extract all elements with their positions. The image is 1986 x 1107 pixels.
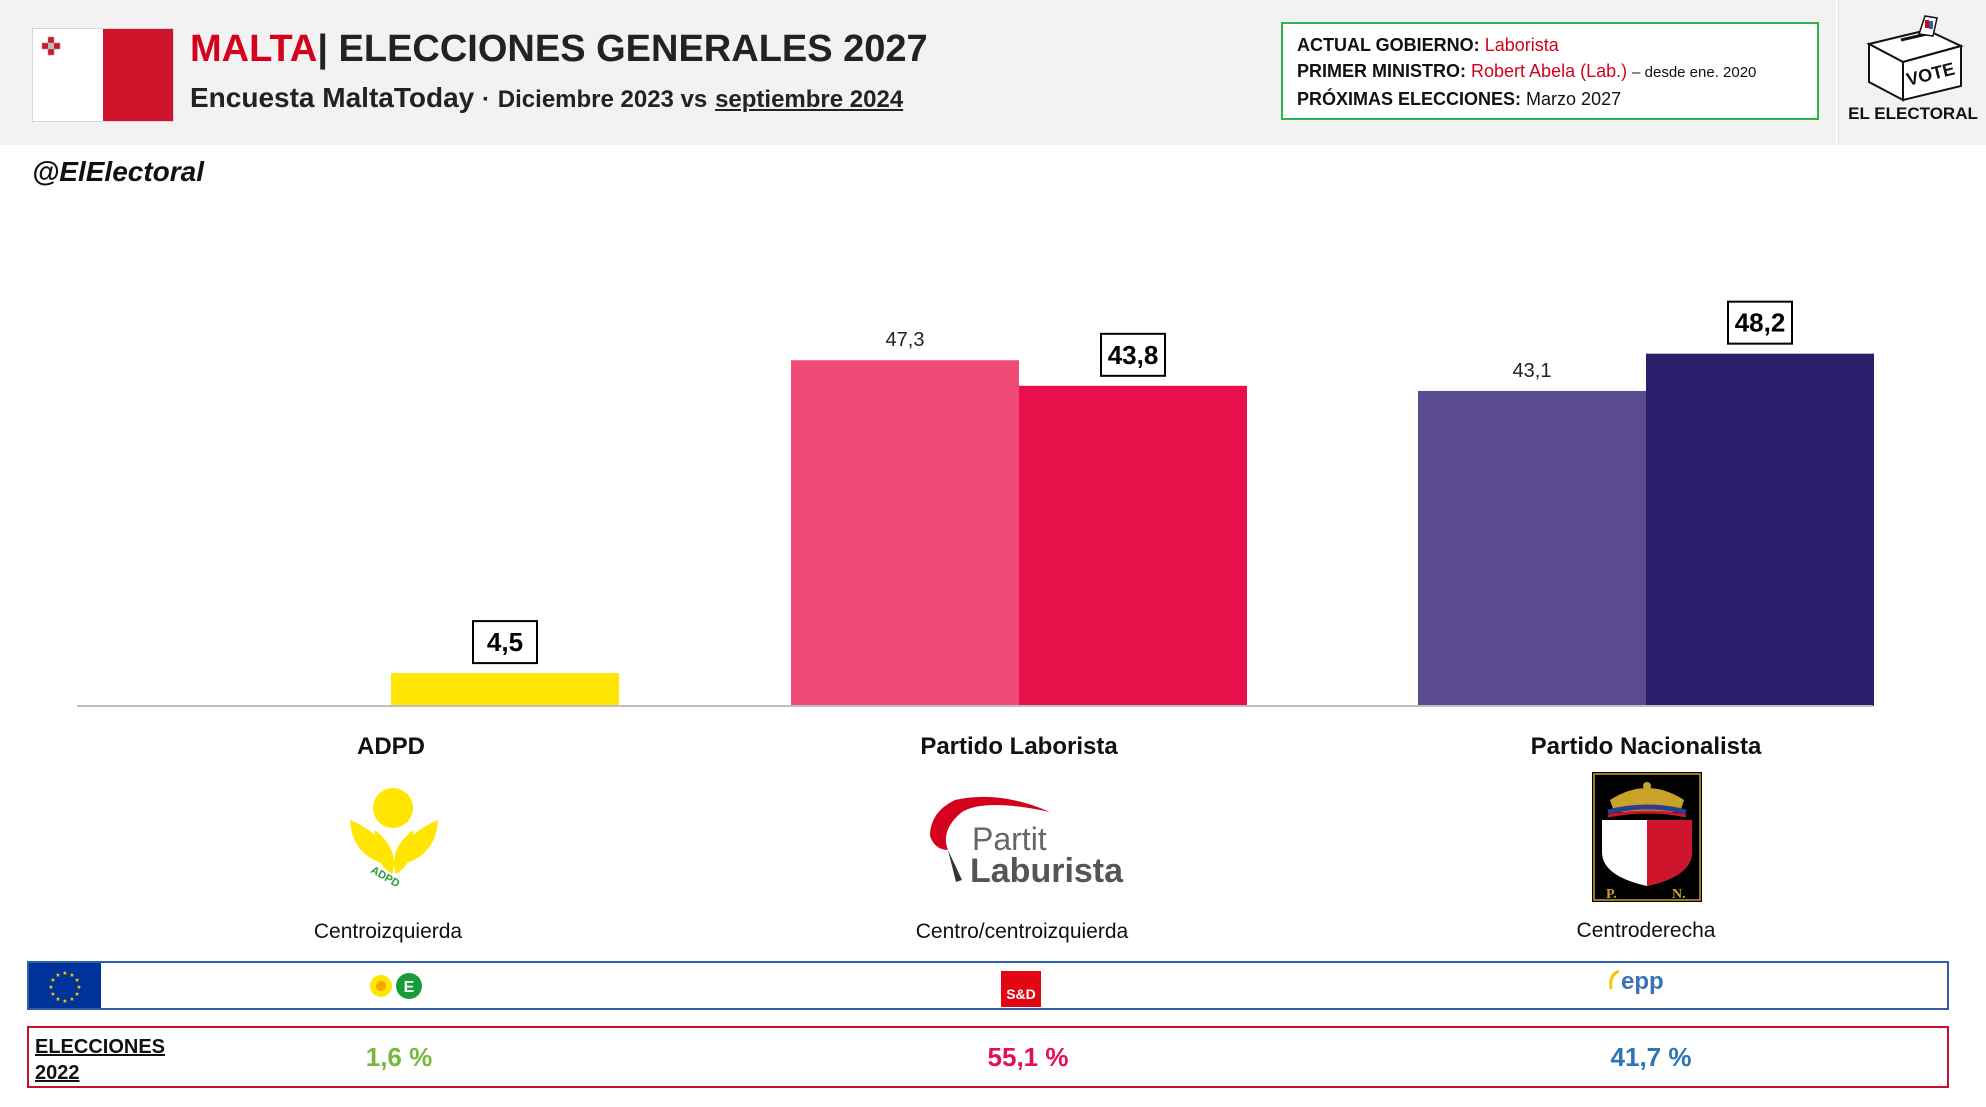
header-bar: MALTA| ELECCIONES GENERALES 2027 Encuest… [0, 0, 1836, 145]
date-current: septiembre 2024 [715, 86, 904, 113]
label-pl-dec2023: 47,3 [886, 329, 925, 351]
george-cross-icon [41, 36, 61, 56]
greens-efa-icon: E [370, 973, 422, 999]
malta-flag [32, 28, 174, 122]
eu-star: ★ [62, 970, 67, 977]
twitter-handle: @ElElectoral [32, 156, 205, 187]
bar-pn-sep2024 [1646, 353, 1874, 706]
party-name-adpd: ADPD [357, 733, 425, 760]
eu-star: ★ [50, 977, 55, 984]
logo-name: EL ELECTORAL [1848, 104, 1978, 123]
date-previous: Diciembre 2023 vs [497, 86, 708, 113]
bar-adpd-sep2024 [391, 673, 619, 706]
gov-value: Laborista [1484, 35, 1559, 55]
bar-pl-sep2024 [1019, 385, 1247, 706]
eu-flag-icon: ★ ★ ★ ★ ★ ★ ★ ★ ★ ★ ★ ★ [29, 963, 101, 1008]
label-adpd-sep2024: 4,5 [487, 627, 523, 657]
pm-value: Robert Abela (Lab.) [1471, 61, 1628, 81]
label-box-adpd-sep2024 [472, 620, 538, 665]
subtitle-separator: · [482, 86, 491, 113]
next-election-value: Marzo 2027 [1526, 89, 1622, 109]
epp-icon: epp [1607, 967, 1664, 1003]
eu-star: ★ [50, 991, 55, 998]
page-subtitle: Encuesta MaltaToday · Diciembre 2023 vs … [190, 82, 903, 114]
pn-logo-icon: P. N. [1592, 772, 1702, 902]
bar-chart: 4,5 47,3 43,8 43,1 48,2 ADPD Partido Laboris… [77, 300, 1874, 943]
poll-name: Encuesta MaltaToday [190, 82, 475, 113]
title-text: | ELECCIONES GENERALES 2027 [317, 28, 928, 70]
result-2022-adpd: 1,6 % [365, 1042, 433, 1072]
party-name-pl: Partido Laborista [920, 733, 1118, 760]
next-election-label: PRÓXIMAS ELECCIONES: [1297, 89, 1522, 109]
ideology-pl: Centro/centroizquierda [916, 920, 1129, 943]
result-2022-pn: 41,7 % [1610, 1042, 1692, 1072]
eu-star: ★ [74, 977, 79, 984]
label-box-pn-sep2024 [1727, 300, 1793, 345]
party-name-pn: Partido Nacionalista [1531, 733, 1762, 760]
elections-2022-label: ELECCIONES 2022 [35, 1036, 166, 1084]
ballot-box-icon: VOTE [1866, 15, 1964, 102]
epp-text: epp [1621, 968, 1664, 995]
eu-star: ★ [55, 996, 60, 1003]
eu-star: ★ [74, 991, 79, 998]
pm-since: – desde ene. 2020 [1632, 64, 1757, 81]
pl-logo-text1: Partit [972, 821, 1047, 857]
eu-star: ★ [69, 972, 74, 979]
eu-star: ★ [69, 996, 74, 1003]
country-name: MALTA [190, 28, 318, 70]
page-title: MALTA| ELECCIONES GENERALES 2027 [190, 28, 928, 71]
bar-pn-dec2023 [1418, 390, 1646, 706]
label-pn-dec2023: 43,1 [1513, 360, 1552, 382]
sd-text: S&D [1006, 986, 1036, 1002]
ideology-pn: Centroderecha [1577, 919, 1716, 942]
label-pl-sep2024: 43,8 [1108, 340, 1159, 370]
eu-star: ★ [48, 984, 53, 991]
ideology-adpd: Centroizquierda [314, 920, 463, 943]
gov-label: ACTUAL GOBIERNO: [1297, 35, 1480, 55]
government-info-box: ACTUAL GOBIERNO: Laborista PRIMER MINIST… [1281, 22, 1819, 120]
pn-logo-text1: P. [1606, 887, 1617, 902]
eu-star: ★ [62, 998, 67, 1005]
elections-2022-row: ELECCIONES 2022 1,6 % 55,1 % 41,7 % [27, 1026, 1949, 1088]
eu-groups-row: ★ ★ ★ ★ ★ ★ ★ ★ ★ ★ ★ ★ E S&D epp [27, 961, 1949, 1010]
el-electoral-logo: VOTE EL ELECTORAL [1838, 0, 1986, 145]
eu-star: ★ [55, 972, 60, 979]
sd-icon: S&D [1001, 971, 1041, 1007]
label-pn-sep2024: 48,2 [1735, 308, 1786, 338]
result-2022-pl: 55,1 % [987, 1042, 1069, 1072]
bar-pl-dec2023 [791, 360, 1019, 706]
pl-logo-text2: Laburista [970, 852, 1124, 890]
pl-logo-icon: Partit Laburista [930, 796, 1124, 890]
greens-efa-text: E [404, 979, 415, 996]
eu-star: ★ [76, 984, 81, 991]
pn-logo-text2: N. [1672, 887, 1686, 902]
label-box-pl-sep2024 [1100, 332, 1166, 377]
adpd-logo-icon: ADPD [350, 788, 438, 890]
pm-label: PRIMER MINISTRO: [1297, 61, 1466, 81]
